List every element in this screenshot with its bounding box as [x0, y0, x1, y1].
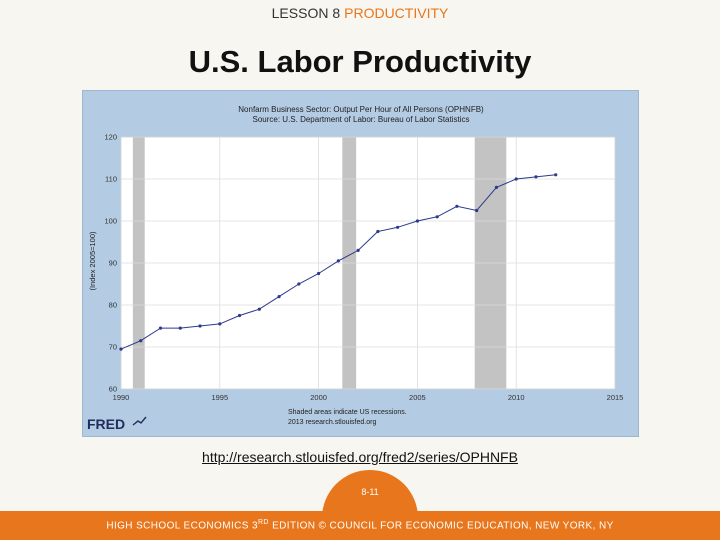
data-point — [178, 326, 182, 330]
data-point — [435, 215, 439, 219]
data-point — [356, 248, 360, 252]
data-point — [218, 322, 222, 326]
data-point — [297, 282, 301, 286]
data-point — [257, 307, 261, 311]
data-point — [336, 259, 340, 263]
data-point — [494, 185, 499, 189]
fred-logo-mark-icon — [132, 416, 147, 426]
fred-logo: FRED — [87, 416, 147, 432]
data-point — [534, 175, 538, 179]
data-point — [317, 271, 321, 276]
x-tick-label: 2010 — [508, 393, 525, 402]
data-point — [376, 229, 380, 234]
x-tick-label: 2000 — [310, 393, 327, 402]
y-tick-label: 100 — [104, 217, 117, 226]
y-tick-label: 70 — [109, 343, 117, 352]
footer-text-start: HIGH SCHOOL ECONOMICS 3 — [106, 520, 258, 532]
chart-title: Nonfarm Business Sector: Output Per Hour… — [238, 105, 484, 114]
y-axis-label: (Index 2005=100) — [88, 231, 97, 291]
x-tick-label: 1990 — [113, 393, 130, 402]
x-tick-label: 2015 — [607, 393, 624, 402]
lesson-number: LESSON 8 — [271, 5, 341, 21]
slide-title: U.S. Labor Productivity — [188, 44, 532, 79]
data-point — [198, 324, 202, 328]
fred-logo-text: FRED — [87, 416, 125, 432]
footer-bar: HIGH SCHOOL ECONOMICS 3RD EDITION © COUN… — [0, 511, 720, 540]
data-point — [237, 313, 242, 318]
data-point — [139, 339, 143, 343]
data-point — [158, 326, 163, 330]
y-tick-label: 90 — [109, 259, 117, 268]
x-tick-label: 2005 — [409, 393, 426, 402]
x-tick-label: 1995 — [211, 393, 228, 402]
data-point — [119, 347, 123, 351]
productivity-chart: Nonfarm Business Sector: Output Per Hour… — [87, 105, 623, 432]
y-tick-label: 80 — [109, 301, 117, 310]
data-point — [277, 295, 281, 299]
data-point — [475, 208, 479, 213]
source-note: 2013 research.stlouisfed.org — [288, 419, 376, 426]
y-tick-label: 60 — [109, 385, 117, 394]
data-point — [455, 204, 459, 208]
recession-note: Shaded areas indicate US recessions. — [288, 409, 407, 416]
lesson-header: LESSON 8 PRODUCTIVITY — [0, 5, 720, 21]
page-number: 8-11 — [361, 487, 379, 497]
source-link[interactable]: http://research.stlouisfed.org/fred2/ser… — [202, 449, 518, 465]
data-point — [554, 173, 558, 177]
y-tick-label: 120 — [104, 133, 117, 142]
y-tick-label: 110 — [105, 175, 117, 184]
plot-area: 60 70 80 90 100 110 120 1990 1995 2000 2005 2010 201… — [104, 133, 623, 403]
chart-subtitle: Source: U.S. Department of Labor: Bureau… — [253, 115, 470, 124]
chart-panel: Nonfarm Business Sector: Output Per Hour… — [82, 90, 639, 437]
data-point — [514, 177, 518, 181]
lesson-topic: PRODUCTIVITY — [344, 5, 449, 21]
footer-text: HIGH SCHOOL ECONOMICS 3RD EDITION © COUN… — [0, 519, 720, 531]
data-point — [396, 225, 400, 229]
footer-text-end: EDITION © COUNCIL FOR ECONOMIC EDUCATION… — [268, 520, 614, 532]
data-point — [415, 219, 419, 223]
footer-superscript: RD — [257, 519, 269, 526]
